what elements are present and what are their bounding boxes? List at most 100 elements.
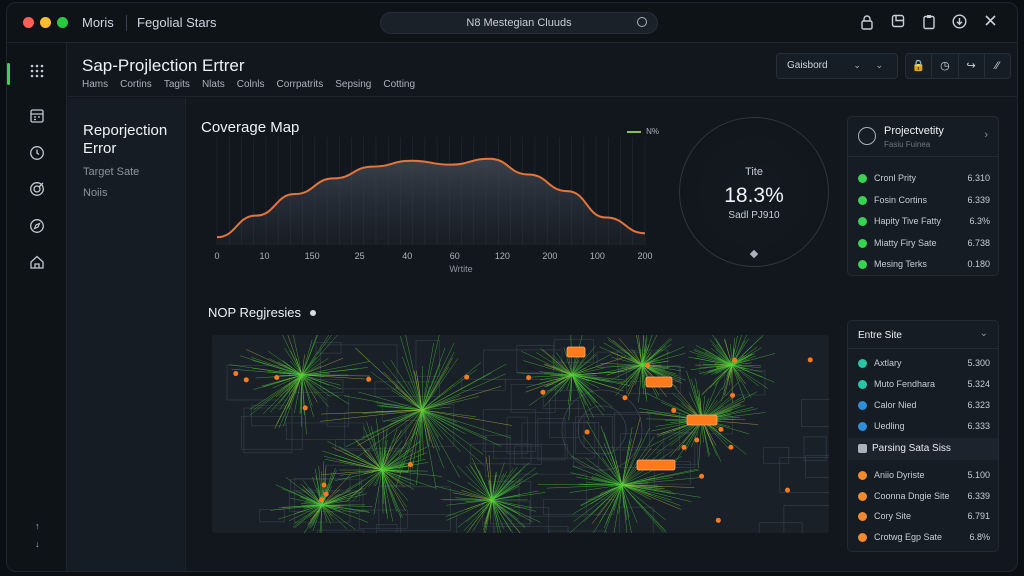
network-node[interactable] xyxy=(681,444,687,450)
network-node[interactable] xyxy=(694,437,700,443)
chevron-right-icon[interactable]: › xyxy=(984,129,988,141)
network-link xyxy=(279,374,303,397)
network-link xyxy=(375,469,383,487)
nop-map-canvas[interactable] xyxy=(212,335,829,533)
network-node[interactable] xyxy=(584,429,590,435)
network-node[interactable] xyxy=(807,357,813,363)
nav-tab[interactable]: Cortins xyxy=(120,79,152,90)
calendar-icon[interactable] xyxy=(25,108,49,132)
network-link xyxy=(722,364,733,390)
download-icon[interactable] xyxy=(951,14,968,31)
history-button[interactable]: ◷ xyxy=(932,54,959,78)
alert-marker[interactable] xyxy=(636,459,676,471)
network-node[interactable] xyxy=(233,371,239,377)
network-node[interactable] xyxy=(366,376,372,382)
network-link xyxy=(491,477,518,501)
panel-row[interactable]: Miatty Firy Sate 6.738 xyxy=(858,237,990,251)
network-node[interactable] xyxy=(243,377,249,383)
share-button[interactable]: ↪ xyxy=(959,54,985,78)
network-node[interactable] xyxy=(785,487,791,493)
edit-button[interactable]: ⁄⁄ xyxy=(995,60,1000,72)
network-node[interactable] xyxy=(464,374,470,380)
alert-marker[interactable] xyxy=(645,376,673,388)
chevron-down-icon[interactable]: ⌄ xyxy=(979,328,988,339)
subpanel-item-noise[interactable]: Noiis xyxy=(83,187,108,199)
dashboard-dropdown[interactable]: Gaisbord ⌄ ⌄ xyxy=(776,53,898,79)
alert-marker[interactable] xyxy=(566,346,586,358)
network-node[interactable] xyxy=(730,392,736,398)
network-node[interactable] xyxy=(671,407,677,413)
network-node[interactable] xyxy=(732,357,738,363)
nav-tab[interactable]: Cotting xyxy=(383,79,416,90)
document-name[interactable]: Fegolial Stars xyxy=(137,15,217,30)
panel-row[interactable]: Mesing Terks 0.180 xyxy=(858,258,990,272)
network-link xyxy=(716,344,733,366)
maximize-window-button[interactable] xyxy=(57,17,68,28)
network-link xyxy=(415,409,423,436)
panel-header[interactable]: Entre Site ⌄ xyxy=(848,321,998,349)
network-link xyxy=(483,499,493,533)
info-icon[interactable] xyxy=(310,310,316,316)
nav-tab[interactable]: Corrpatrits xyxy=(276,79,324,90)
alert-marker[interactable] xyxy=(686,414,718,426)
network-link xyxy=(421,409,439,438)
search-icon[interactable] xyxy=(637,17,647,27)
nav-tab[interactable]: Nlats xyxy=(201,79,225,90)
panel-header[interactable]: Projectvetity Fasiu Fuinea › xyxy=(848,117,998,157)
network-node[interactable] xyxy=(645,362,651,368)
network-node[interactable] xyxy=(718,426,724,432)
network-link xyxy=(731,364,748,370)
nav-tab[interactable]: Colnls xyxy=(236,79,265,90)
network-node[interactable] xyxy=(728,444,734,450)
lock-button[interactable]: 🔒 xyxy=(906,54,933,78)
panel-row[interactable]: Uedling 6.333 xyxy=(858,420,990,434)
clock-icon[interactable] xyxy=(25,145,49,169)
network-link xyxy=(262,374,303,388)
compass-icon[interactable] xyxy=(25,218,49,242)
network-node[interactable] xyxy=(622,395,628,401)
layers-icon[interactable] xyxy=(889,14,906,31)
close-icon[interactable] xyxy=(982,14,999,31)
panel-row[interactable]: Crotwg Egp Sate 6.8% xyxy=(858,531,990,545)
network-node[interactable] xyxy=(302,405,308,411)
home-icon[interactable] xyxy=(25,254,49,278)
panel-row[interactable]: Aniio Dyriste 5.100 xyxy=(858,469,990,483)
arrow-down-icon[interactable]: ↓ xyxy=(35,539,40,549)
panel-row[interactable]: Hapity Tive Fatty 6.3% xyxy=(858,215,990,229)
arrow-up-icon[interactable]: ↑ xyxy=(35,521,40,531)
network-node[interactable] xyxy=(407,462,413,468)
network-node[interactable] xyxy=(540,389,546,395)
network-link xyxy=(622,364,643,373)
panel-row[interactable]: Fosin Cortins 6.339 xyxy=(858,194,990,208)
network-link xyxy=(421,343,455,411)
network-link xyxy=(731,355,756,366)
clipboard-icon[interactable] xyxy=(920,14,937,31)
network-node[interactable] xyxy=(321,482,327,488)
panel-row[interactable]: Calor Nied 6.323 xyxy=(858,399,990,413)
subpanel-item-target[interactable]: Target Sate xyxy=(83,166,140,178)
nop-network-map[interactable] xyxy=(212,335,829,533)
network-node[interactable] xyxy=(699,473,705,479)
panel-row[interactable]: Muto Fendhara 5.324 xyxy=(858,378,990,392)
minimize-window-button[interactable] xyxy=(40,17,51,28)
search-bar[interactable]: N8 Mestegian Cluuds xyxy=(380,12,658,34)
nav-tab[interactable]: Tagits xyxy=(163,79,190,90)
network-node[interactable] xyxy=(526,375,532,381)
grid-icon[interactable] xyxy=(25,63,49,87)
network-node[interactable] xyxy=(715,517,721,523)
panel-row[interactable]: Cory Site 6.791 xyxy=(858,510,990,524)
nav-tab[interactable]: Hams xyxy=(82,79,109,90)
network-link xyxy=(301,335,338,376)
close-window-button[interactable] xyxy=(23,17,34,28)
network-link xyxy=(597,364,643,368)
panel-row[interactable]: Axtlary 5.300 xyxy=(858,357,990,371)
panel-row[interactable]: Cronl Prity 6.310 xyxy=(858,172,990,186)
network-node[interactable] xyxy=(274,374,280,380)
lock-icon[interactable] xyxy=(858,14,875,31)
nav-tab[interactable]: Sepsing xyxy=(335,79,372,90)
network-node[interactable] xyxy=(319,497,325,503)
target-icon[interactable] xyxy=(25,181,49,205)
network-node[interactable] xyxy=(323,491,329,497)
parsing-section-header[interactable]: Parsing Sata Siss xyxy=(848,438,998,460)
panel-row[interactable]: Coonna Dngie Site 6.339 xyxy=(858,490,990,504)
